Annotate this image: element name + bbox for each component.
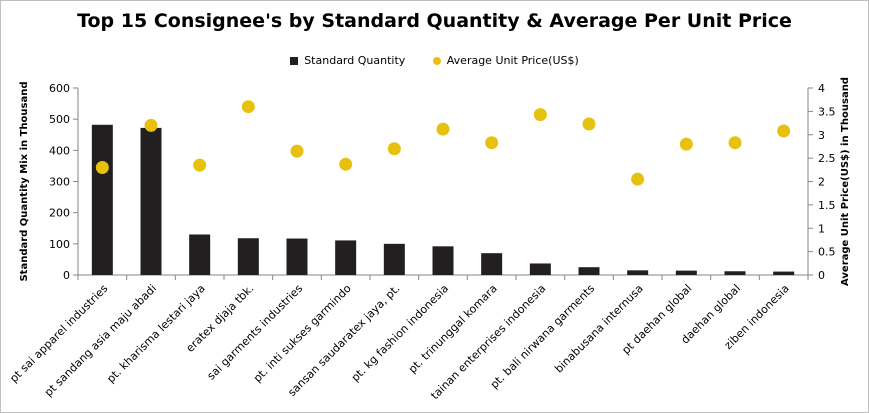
bar bbox=[189, 234, 211, 275]
legend-entry-quantity: Standard Quantity bbox=[290, 54, 405, 67]
price-point bbox=[339, 157, 353, 171]
y2-tick-label: 2.5 bbox=[818, 152, 836, 165]
category-label: pt. kharisma lestari jaya bbox=[104, 282, 208, 386]
bar bbox=[286, 238, 308, 275]
bar bbox=[237, 238, 259, 275]
y-axis-title: Standard Quantity Mix in Thousand bbox=[19, 81, 30, 281]
bar bbox=[140, 127, 162, 275]
bar bbox=[773, 271, 795, 275]
legend-label-price: Average Unit Price(US$) bbox=[446, 54, 579, 67]
price-point bbox=[387, 142, 401, 156]
category-label: pt sai apparel industries bbox=[7, 282, 110, 385]
y2-tick-label: 3.5 bbox=[818, 105, 836, 118]
price-point bbox=[144, 118, 158, 132]
price-point bbox=[193, 158, 207, 172]
price-point bbox=[679, 137, 693, 151]
legend-entry-price: Average Unit Price(US$) bbox=[432, 54, 579, 67]
price-point bbox=[777, 124, 791, 138]
price-point bbox=[241, 100, 255, 114]
y-tick-label: 600 bbox=[49, 82, 70, 95]
y-tick-label: 200 bbox=[49, 207, 70, 220]
bar bbox=[335, 240, 357, 275]
bar bbox=[578, 267, 600, 275]
y-tick-label: 500 bbox=[49, 113, 70, 126]
category-label: binabusana internusa bbox=[552, 282, 646, 376]
price-point bbox=[485, 136, 499, 150]
bar bbox=[627, 270, 649, 275]
legend: Standard Quantity Average Unit Price(US$… bbox=[0, 54, 869, 68]
category-label: pt. kg fashion indonesia bbox=[349, 282, 451, 384]
legend-dot-swatch bbox=[432, 56, 441, 65]
price-point bbox=[533, 108, 547, 122]
bar bbox=[481, 253, 503, 275]
y-tick-label: 0 bbox=[63, 269, 70, 282]
y2-tick-label: 1 bbox=[818, 222, 825, 235]
bar bbox=[383, 243, 405, 275]
chart-title: Top 15 Consignee's by Standard Quantity … bbox=[77, 10, 792, 32]
bar bbox=[529, 263, 551, 275]
y2-tick-label: 4 bbox=[818, 82, 825, 95]
legend-bar-swatch bbox=[290, 56, 299, 65]
price-point bbox=[582, 117, 596, 131]
price-point bbox=[436, 122, 450, 136]
y-tick-label: 400 bbox=[49, 144, 70, 157]
bar bbox=[675, 270, 697, 275]
y2-axis-title: Average Unit Price(US$) in Thousand bbox=[840, 77, 851, 286]
price-point bbox=[290, 144, 304, 158]
category-label: sai garments industries bbox=[205, 282, 306, 383]
bar bbox=[91, 124, 113, 275]
y-tick-label: 300 bbox=[49, 176, 70, 189]
y2-tick-label: 1.5 bbox=[818, 199, 836, 212]
y2-tick-label: 3 bbox=[818, 129, 825, 142]
price-point bbox=[95, 160, 109, 174]
y2-tick-label: 0.5 bbox=[818, 246, 836, 259]
category-label: pt. inti sukses garmindo bbox=[251, 282, 354, 385]
category-label: pt. trinunggal komara bbox=[406, 282, 500, 376]
y2-tick-label: 2 bbox=[818, 176, 825, 189]
bar bbox=[432, 246, 454, 275]
price-point bbox=[631, 172, 645, 186]
bar bbox=[724, 271, 746, 275]
price-point bbox=[728, 136, 742, 150]
y-tick-label: 100 bbox=[49, 238, 70, 251]
y2-tick-label: 0 bbox=[818, 269, 825, 282]
legend-label-quantity: Standard Quantity bbox=[304, 54, 406, 67]
